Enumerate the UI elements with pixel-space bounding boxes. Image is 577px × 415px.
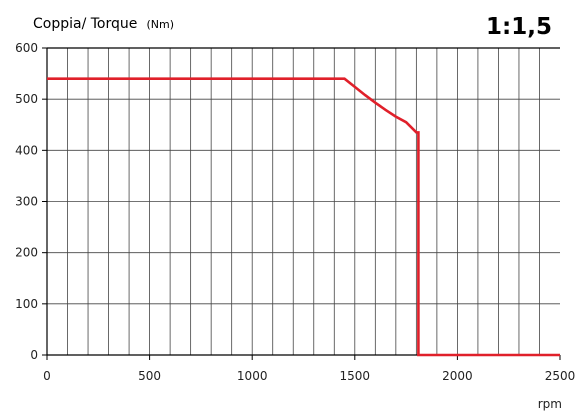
x-tick-label: 2500	[545, 369, 576, 383]
chart-title-unit: (Nm)	[146, 18, 174, 31]
y-tick-label: 600	[15, 41, 38, 55]
y-tick-label: 300	[15, 195, 38, 209]
x-tick-label: 0	[43, 369, 51, 383]
x-tick-label: 1500	[340, 369, 371, 383]
y-tick-label: 500	[15, 92, 38, 106]
torque-curve	[47, 77, 560, 357]
y-tick-label: 200	[15, 246, 38, 260]
x-axis-label: rpm	[538, 397, 562, 411]
y-tick-label: 0	[30, 348, 38, 362]
x-tick-labels: 0 500 1000 1500 2000 2500	[43, 355, 575, 383]
plot-frame	[46, 47, 560, 356]
chart-title-main: Coppia/ Torque	[33, 16, 137, 32]
ratio-label: 1:1,5	[486, 14, 552, 40]
y-tick-label: 100	[15, 297, 38, 311]
y-tick-labels: 0 100 200 300 400 500 600	[15, 41, 47, 362]
y-tick-label: 400	[15, 143, 38, 157]
x-tick-label: 500	[138, 369, 161, 383]
x-tick-label: 2000	[442, 369, 473, 383]
x-tick-label: 1000	[237, 369, 268, 383]
grid-lines	[47, 48, 560, 355]
chart-title: Coppia/ Torque (Nm)	[33, 13, 174, 32]
